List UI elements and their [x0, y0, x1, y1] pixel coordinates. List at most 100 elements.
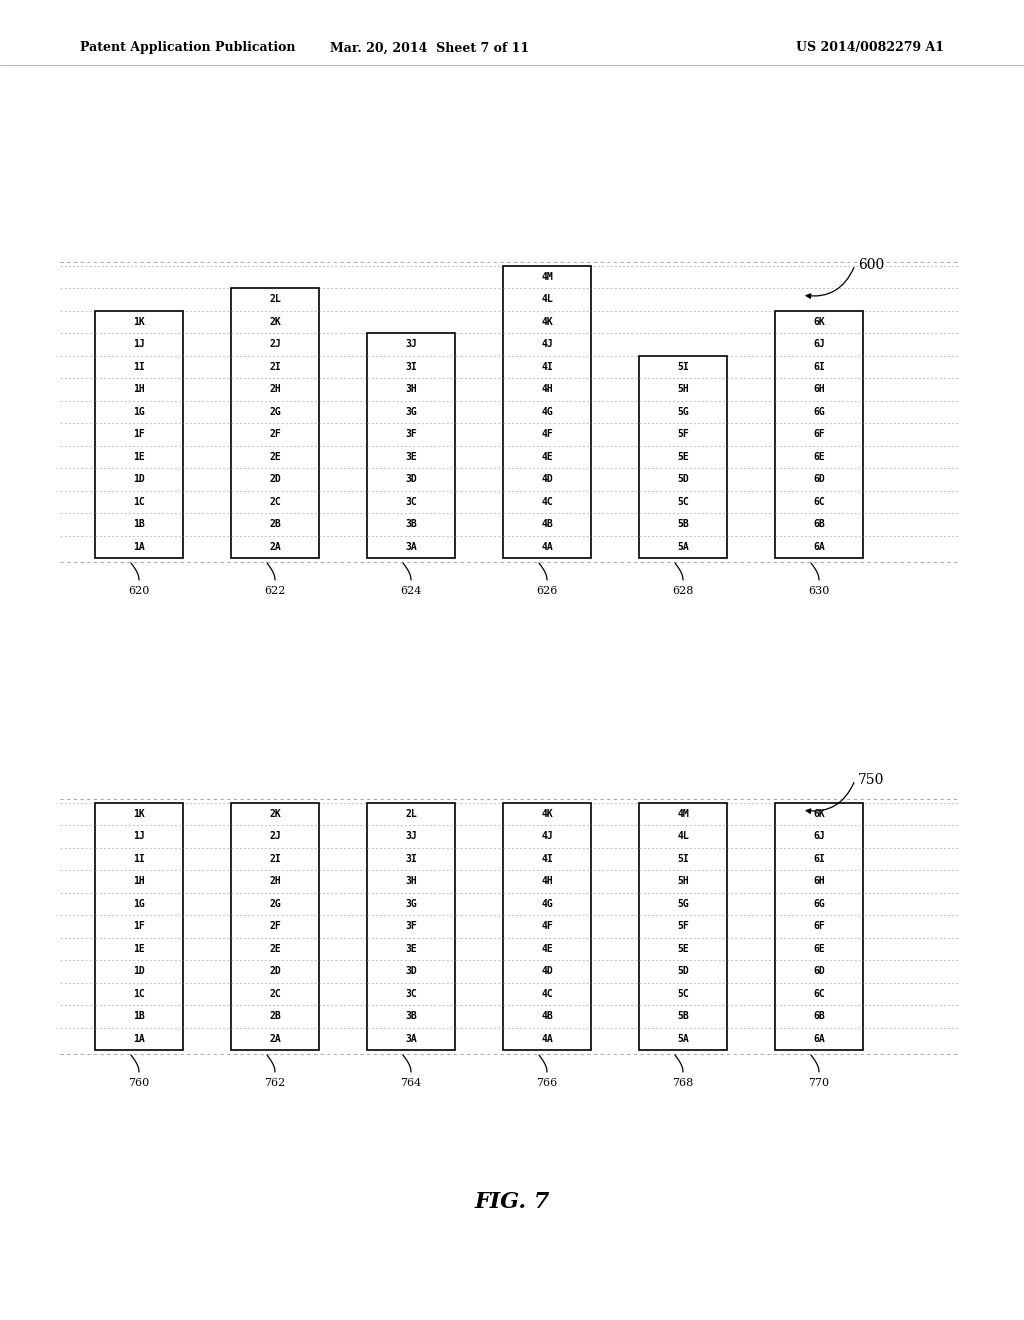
Text: 6E: 6E [813, 944, 825, 954]
Bar [231, 288, 319, 558]
Text: 2E: 2E [269, 944, 281, 954]
Text: 6B: 6B [813, 519, 825, 529]
Text: 2D: 2D [269, 966, 281, 977]
Bar [639, 355, 727, 558]
Text: 2H: 2H [269, 876, 281, 886]
Text: 750: 750 [858, 774, 885, 787]
Text: 2L: 2L [269, 294, 281, 304]
Bar [503, 265, 591, 558]
Text: 1K: 1K [133, 317, 144, 327]
Text: 4J: 4J [541, 339, 553, 350]
Text: 4B: 4B [541, 519, 553, 529]
Text: 3E: 3E [406, 451, 417, 462]
Text: 2A: 2A [269, 541, 281, 552]
Text: 5G: 5G [677, 407, 689, 417]
Text: 2I: 2I [269, 854, 281, 863]
Text: 762: 762 [264, 1078, 286, 1088]
Text: 5E: 5E [677, 944, 689, 954]
Text: Mar. 20, 2014  Sheet 7 of 11: Mar. 20, 2014 Sheet 7 of 11 [331, 41, 529, 54]
Text: 622: 622 [264, 586, 286, 597]
Text: 768: 768 [673, 1078, 693, 1088]
Text: 2J: 2J [269, 339, 281, 350]
Text: 766: 766 [537, 1078, 558, 1088]
Text: 1H: 1H [133, 384, 144, 395]
Text: 6A: 6A [813, 1034, 825, 1044]
Text: 4K: 4K [541, 809, 553, 818]
Text: 3J: 3J [406, 339, 417, 350]
Text: 6F: 6F [813, 921, 825, 931]
Bar [367, 803, 455, 1049]
Text: 3B: 3B [406, 1011, 417, 1022]
Text: Patent Application Publication: Patent Application Publication [80, 41, 296, 54]
Text: 1B: 1B [133, 1011, 144, 1022]
Text: 1G: 1G [133, 899, 144, 908]
Text: 3I: 3I [406, 362, 417, 372]
Text: 2J: 2J [269, 832, 281, 841]
Text: US 2014/0082279 A1: US 2014/0082279 A1 [796, 41, 944, 54]
Text: 6F: 6F [813, 429, 825, 440]
Text: 1E: 1E [133, 944, 144, 954]
Text: FIG. 7: FIG. 7 [474, 1191, 550, 1213]
Text: 5I: 5I [677, 362, 689, 372]
Text: 4J: 4J [541, 832, 553, 841]
Bar [775, 803, 863, 1049]
Text: 3G: 3G [406, 899, 417, 908]
Text: 4H: 4H [541, 384, 553, 395]
Text: 6E: 6E [813, 451, 825, 462]
Text: 764: 764 [400, 1078, 422, 1088]
Text: 760: 760 [128, 1078, 150, 1088]
Text: 2G: 2G [269, 899, 281, 908]
Text: 4I: 4I [541, 854, 553, 863]
Text: 3H: 3H [406, 876, 417, 886]
Text: 6H: 6H [813, 384, 825, 395]
Text: 5C: 5C [677, 989, 689, 999]
Text: 6C: 6C [813, 989, 825, 999]
Text: 1I: 1I [133, 362, 144, 372]
Text: 624: 624 [400, 586, 422, 597]
Text: 1H: 1H [133, 876, 144, 886]
Text: 6G: 6G [813, 407, 825, 417]
Text: 770: 770 [808, 1078, 829, 1088]
Text: 1D: 1D [133, 474, 144, 484]
Text: 1A: 1A [133, 541, 144, 552]
Text: 628: 628 [673, 586, 693, 597]
Bar [95, 310, 183, 558]
Text: 4C: 4C [541, 989, 553, 999]
Text: 2B: 2B [269, 519, 281, 529]
Text: 4I: 4I [541, 362, 553, 372]
Text: 5I: 5I [677, 854, 689, 863]
Text: 5E: 5E [677, 451, 689, 462]
Text: 6D: 6D [813, 474, 825, 484]
Text: 1C: 1C [133, 496, 144, 507]
Text: 4A: 4A [541, 1034, 553, 1044]
Text: 5H: 5H [677, 876, 689, 886]
Text: 2A: 2A [269, 1034, 281, 1044]
Text: 1E: 1E [133, 451, 144, 462]
Text: 4G: 4G [541, 407, 553, 417]
Text: 2K: 2K [269, 809, 281, 818]
Text: 3I: 3I [406, 854, 417, 863]
Text: 6A: 6A [813, 541, 825, 552]
Text: 3C: 3C [406, 496, 417, 507]
Text: 6I: 6I [813, 854, 825, 863]
Text: 4D: 4D [541, 474, 553, 484]
Bar [231, 803, 319, 1049]
Text: 6K: 6K [813, 317, 825, 327]
Bar [775, 310, 863, 558]
Text: 1D: 1D [133, 966, 144, 977]
Text: 3B: 3B [406, 519, 417, 529]
Text: 1J: 1J [133, 339, 144, 350]
Text: 3F: 3F [406, 429, 417, 440]
Text: 4D: 4D [541, 966, 553, 977]
Bar [503, 803, 591, 1049]
Text: 4A: 4A [541, 541, 553, 552]
Text: 630: 630 [808, 586, 829, 597]
Text: 2C: 2C [269, 989, 281, 999]
Text: 4L: 4L [541, 294, 553, 304]
Text: 600: 600 [858, 257, 885, 272]
Text: 626: 626 [537, 586, 558, 597]
Text: 1I: 1I [133, 854, 144, 863]
Text: 4E: 4E [541, 944, 553, 954]
Text: 5B: 5B [677, 1011, 689, 1022]
Text: 3D: 3D [406, 966, 417, 977]
